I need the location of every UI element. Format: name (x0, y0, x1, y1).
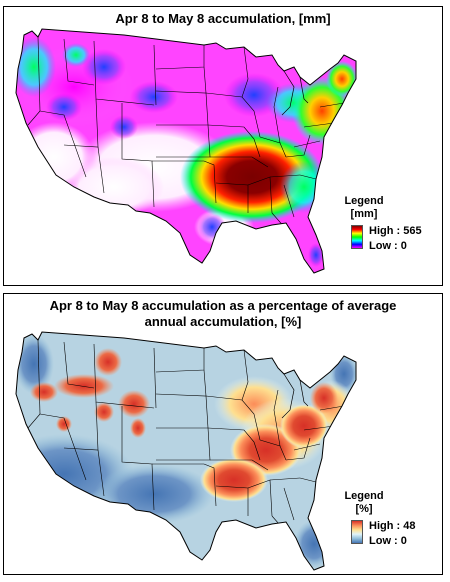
accumulation-map (15, 28, 357, 274)
legend: Legend [%] High : 48 Low : 0 (329, 490, 429, 570)
map-title: Apr 8 to May 8 accumulation as a percent… (49, 298, 397, 329)
legend-color-ramp (351, 225, 363, 249)
legend-high-label: High : 48 (369, 520, 416, 532)
legend-low-label: Low : 0 (369, 535, 407, 547)
great-lakes-outline (281, 373, 295, 419)
accumulation-map-panel: Apr 8 to May 8 accumulation, [mm] Legend… (3, 6, 443, 286)
great-lakes-outline (281, 70, 295, 116)
legend-title: Legend (344, 490, 384, 502)
legend-title: Legend (344, 195, 384, 207)
state-borders (27, 36, 345, 230)
state-borders (27, 339, 345, 533)
percentage-map (15, 331, 357, 571)
legend-unit: [%] (355, 503, 373, 515)
legend-color-ramp (351, 520, 363, 544)
percentage-map-panel: Apr 8 to May 8 accumulation as a percent… (3, 293, 443, 575)
legend: Legend [mm] High : 565 Low : 0 (329, 195, 429, 275)
map-title: Apr 8 to May 8 accumulation, [mm] (115, 11, 331, 26)
legend-low-label: Low : 0 (369, 240, 407, 252)
legend-unit: [mm] (350, 208, 378, 220)
legend-high-label: High : 565 (369, 225, 422, 237)
